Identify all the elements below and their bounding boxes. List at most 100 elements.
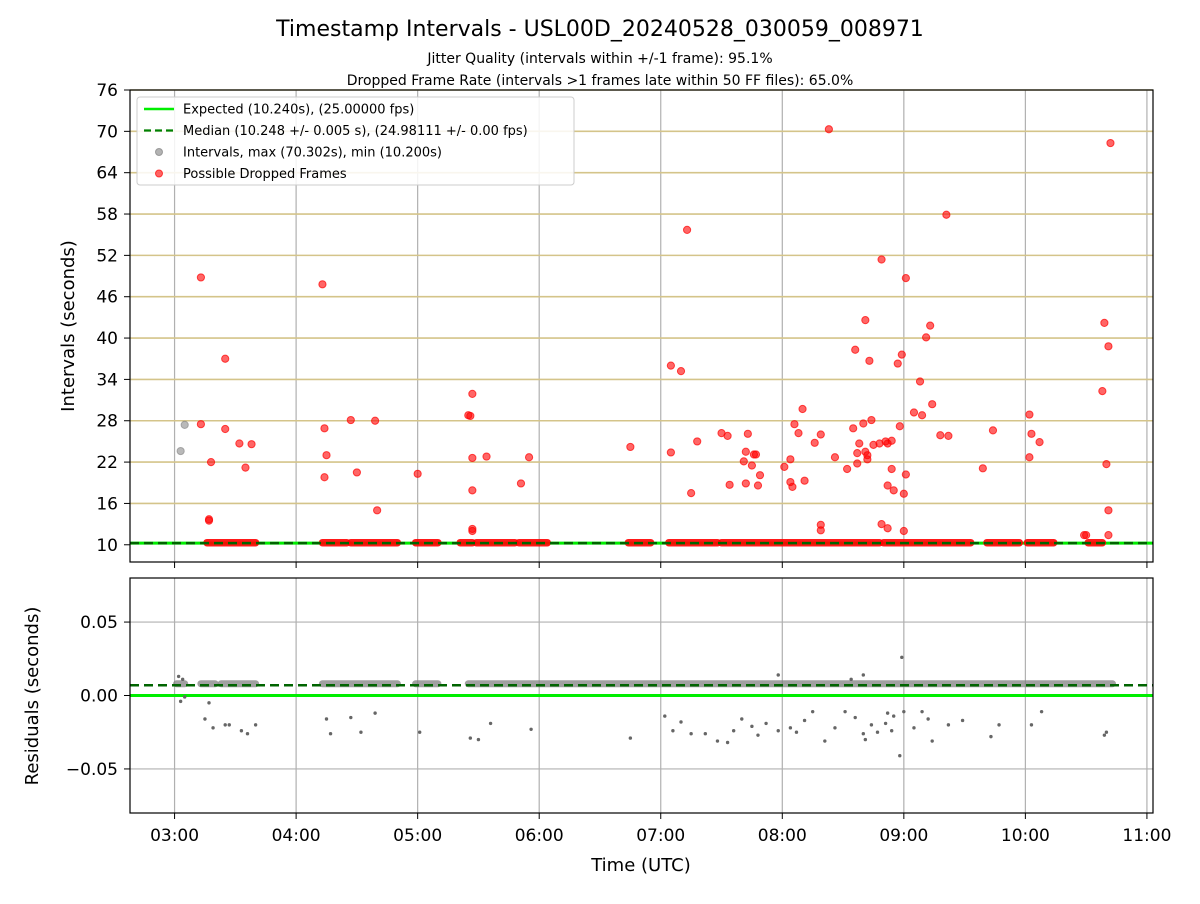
bottom-x-axis-label: Time (UTC)	[590, 855, 691, 876]
residual-point	[776, 729, 780, 733]
dropped-frame-point	[1027, 429, 1036, 438]
top-y-axis-label: Intervals (seconds)	[58, 240, 79, 412]
residual-point	[725, 740, 730, 745]
residual-point	[211, 726, 215, 730]
top-y-axis: 10 16 22 28 34 40 46 52 58 64 70 76	[96, 81, 1148, 568]
residual-point	[1039, 709, 1044, 714]
top-y-tick-label: 16	[96, 494, 118, 514]
dropped-frame-point	[899, 489, 908, 498]
residual-point	[207, 701, 211, 705]
dropped-frame-point	[723, 431, 732, 441]
dropped-frame-point	[830, 453, 840, 462]
dropped-frame-point	[887, 436, 896, 445]
residual-point	[788, 726, 793, 730]
dropped-frame-point	[883, 524, 892, 533]
residual-point	[843, 709, 847, 714]
legend-entry-label: Intervals, max (70.302s), min (10.200s)	[183, 146, 442, 161]
dropped-frame-point	[743, 429, 752, 438]
bottom-y-tick-label: 0.05	[80, 613, 118, 633]
dropped-frame-point	[322, 451, 331, 460]
dropped-frame-point	[1106, 138, 1115, 148]
residual-point	[926, 717, 930, 721]
residual-point	[731, 729, 736, 733]
dropped-frame-point	[922, 333, 931, 342]
residual-point	[663, 714, 667, 718]
residual-point	[997, 723, 1001, 727]
dropped-frame-point	[346, 415, 355, 425]
dropped-frame-point	[204, 516, 214, 525]
dropped-frame-point	[747, 461, 757, 470]
dropped-frame-point	[909, 408, 919, 417]
dropped-frame-point	[626, 442, 635, 452]
dropped-frame-point	[247, 440, 256, 449]
dropped-frame-point	[206, 457, 216, 467]
dropped-frame-point	[928, 400, 937, 409]
top-y-tick-label: 76	[96, 81, 118, 101]
dropped-frame-point	[739, 457, 748, 466]
residual-point	[892, 714, 896, 718]
dropped-frame-point	[816, 430, 825, 439]
dropped-frame-point	[816, 526, 825, 535]
top-interval-series	[176, 420, 189, 456]
residual-point	[750, 724, 754, 729]
residual-point	[253, 723, 258, 727]
dropped-frame-point	[371, 416, 380, 425]
residual-point	[689, 731, 693, 736]
residual-point	[794, 730, 799, 734]
residual-point	[833, 726, 837, 730]
dropped-frame-point	[755, 471, 765, 480]
residual-point	[671, 729, 675, 733]
dropped-frame-point	[944, 431, 953, 441]
bottom-x-tick-label: 10:00	[1001, 826, 1050, 846]
dropped-frame-point	[1025, 453, 1034, 462]
dropped-frame-point	[466, 411, 475, 421]
legend-marker-swatch	[155, 148, 163, 156]
bottom-x-tick-label: 04:00	[272, 826, 321, 846]
residual-point	[930, 739, 934, 743]
interval-point	[176, 446, 185, 456]
bottom-x-tick-label: 05:00	[393, 826, 442, 846]
residual-point	[920, 709, 924, 714]
dropped-frame-point	[877, 520, 886, 529]
top-y-tick-label: 70	[96, 122, 118, 142]
dropped-frame-point	[468, 453, 477, 463]
dropped-frame-point	[516, 479, 526, 488]
dropped-frame-point	[936, 431, 945, 440]
dropped-frame-point	[851, 345, 860, 354]
residual-point	[889, 729, 894, 733]
dropped-frame-point	[1104, 342, 1113, 351]
legend-marker-swatch	[155, 169, 163, 178]
bottom-x-tick-label: 06:00	[515, 826, 564, 846]
dropped-frame-point	[1098, 387, 1107, 396]
dropped-frame-point	[741, 447, 750, 456]
residual-point	[223, 723, 227, 727]
bottom-x-tick-label: 03:00	[150, 826, 199, 846]
residual-point	[182, 695, 187, 699]
residual-point	[476, 737, 481, 742]
residual-point	[883, 721, 888, 726]
dropped-frame-point	[853, 449, 862, 458]
dropped-frame-point	[786, 455, 795, 464]
dropped-frame-point	[883, 481, 892, 490]
legend-box	[136, 96, 575, 186]
residual-point	[863, 737, 868, 742]
dropped-frame-point	[889, 486, 898, 495]
legend-entry-label: Median (10.248 +/- 0.005 s), (24.98111 +…	[183, 124, 528, 139]
residual-point	[180, 677, 185, 682]
residual-point	[239, 729, 244, 733]
dropped-frame-point	[1082, 531, 1091, 540]
residual-point	[960, 718, 965, 723]
residual-series	[173, 655, 1116, 758]
top-y-tick-label: 22	[96, 453, 118, 473]
dropped-frame-point	[897, 350, 906, 359]
dropped-frame-point	[843, 464, 852, 474]
dropped-frame-point	[693, 437, 702, 446]
residual-point	[349, 715, 353, 720]
residual-point	[849, 677, 853, 682]
dropped-frame-point	[926, 321, 935, 330]
residual-point	[1104, 730, 1109, 734]
dropped-frame-point	[942, 210, 951, 219]
residual-point	[853, 715, 857, 720]
dropped-frame-point	[666, 361, 675, 370]
dropped-frame-point	[1100, 318, 1109, 327]
